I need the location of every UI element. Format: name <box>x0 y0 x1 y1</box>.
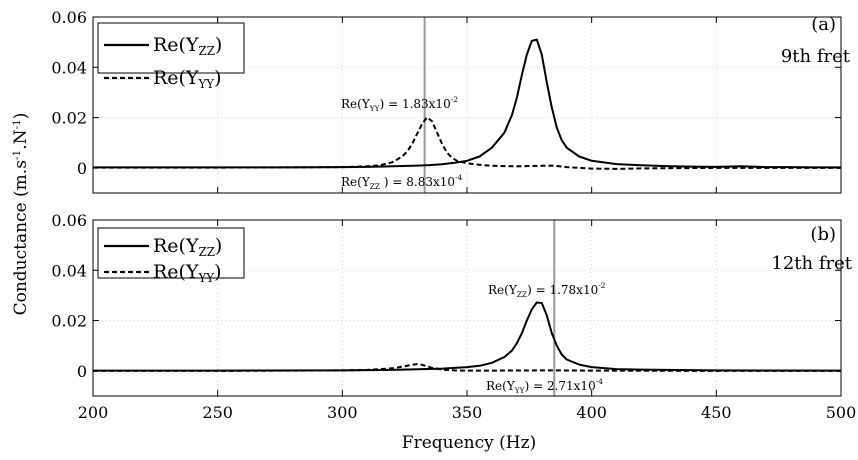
panel-a-legend-zz-label: Re(YZZ) <box>153 34 222 58</box>
panel-a-series-yy <box>93 116 841 170</box>
panel-b-ytick-label: 0.06 <box>51 211 87 230</box>
panel-a-fret-label: 9th fret <box>781 46 851 67</box>
y-axis-label: Conductance (m.s-1.N-1) <box>11 113 31 316</box>
panel-b-tag: (b) <box>810 224 836 245</box>
panel-b-fret-label: 12th fret <box>771 253 852 274</box>
panel-a-legend-yy-label: Re(YYY) <box>153 67 221 91</box>
panel-b: 0 0.02 0.04 0.06 200 250 300 350 400 450 500 Re(Y… <box>51 211 856 422</box>
panel-b-legend: Re(YZZ) Re(YYY) <box>97 227 245 285</box>
panel-b-legend-box <box>97 227 245 279</box>
panel-a-ytick-label: 0.04 <box>51 58 87 77</box>
panel-b-annotation-zz: Re(YZZ) = 1.78x10-2 <box>488 281 605 299</box>
panel-a-legend: Re(YZZ) Re(YYY) <box>97 22 245 91</box>
panel-a-tag: (a) <box>811 14 836 35</box>
panel-a-ytick-label: 0.02 <box>51 109 87 128</box>
panel-b-ytick-label: 0 <box>77 362 87 381</box>
panel-b-xtick-label: 250 <box>202 403 233 422</box>
panel-b-xtick-label: 350 <box>452 403 483 422</box>
panel-b-series-zz <box>93 301 842 372</box>
panel-b-annotation-yy: Re(YYY) = 2.71x10-4 <box>486 377 603 395</box>
panel-a: 0 0.02 0.04 0.06 Re(YZZ) Re(YYY) (a) 9th fr… <box>51 8 851 194</box>
x-axis-label: Frequency (Hz) <box>402 433 536 453</box>
panel-a-series-zz <box>93 38 841 169</box>
panel-b-x-ticks: 200 250 300 350 400 450 500 <box>78 220 857 422</box>
panel-b-xtick-label: 200 <box>78 403 109 422</box>
panel-b-xtick-label: 300 <box>327 403 358 422</box>
panel-a-legend-box <box>97 22 245 74</box>
panel-b-xtick-label: 400 <box>576 403 607 422</box>
panel-a-x-ticks <box>92 17 842 193</box>
panel-a-annotation-zz: Re(YZZ ) = 8.83x10-4 <box>341 173 463 191</box>
panel-b-xtick-label: 450 <box>701 403 732 422</box>
panel-b-legend-yy-label: Re(YYY) <box>153 261 221 285</box>
panel-a-annotation-yy: Re(YYY) = 1.83x10-2 <box>341 95 458 113</box>
panel-a-ytick-label: 0.06 <box>51 8 87 27</box>
panel-b-series-yy <box>93 363 841 372</box>
panel-b-legend-zz-label: Re(YZZ) <box>153 235 222 259</box>
panel-a-y-ticks: 0 0.02 0.04 0.06 <box>51 8 841 178</box>
panel-a-ytick-label: 0 <box>77 159 87 178</box>
panel-b-curves <box>93 301 842 372</box>
panel-b-ytick-label: 0.02 <box>51 312 87 331</box>
panel-b-xtick-label: 500 <box>826 403 857 422</box>
panel-b-ytick-label: 0.04 <box>51 261 87 280</box>
panel-a-curves <box>93 38 841 170</box>
